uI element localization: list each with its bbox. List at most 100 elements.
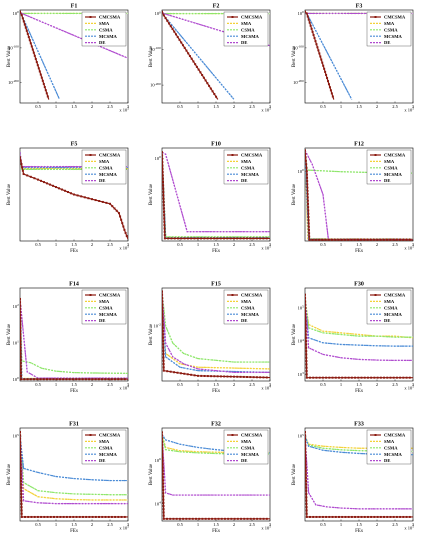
y-tick-label: 10-2 [153,323,161,329]
data-point [337,515,340,518]
data-point [162,463,164,466]
data-point [46,515,49,518]
data-point [22,493,24,496]
data-point [313,169,316,172]
data-point [181,212,183,214]
data-point [58,502,60,505]
data-point [162,466,164,469]
data-point [315,515,318,518]
data-point [223,517,226,520]
data-point [44,89,47,92]
data-point [163,441,165,443]
data-point [311,238,314,241]
y-tick-label: 100 [13,10,20,16]
data-point [232,237,235,240]
data-point [114,515,117,518]
data-point [253,494,255,496]
data-point [79,12,81,15]
data-point [216,231,218,233]
data-point [231,96,233,98]
x-multiplier-label: x 104 [119,385,129,391]
data-point [211,452,214,455]
data-point [214,12,216,15]
data-point [324,47,326,49]
data-point [322,332,324,334]
data-point [265,231,268,233]
data-point [162,460,164,463]
legend-marker [374,16,377,18]
data-point [322,445,324,447]
data-point [217,12,220,15]
data-point [46,71,49,74]
data-point [62,165,65,168]
data-point [162,353,165,356]
data-point [72,165,74,168]
data-point [162,323,164,326]
data-point [179,372,182,375]
data-point [182,367,185,369]
legend-label-cmcsma: CMCSMA [384,293,406,298]
data-point [233,371,235,374]
data-point [183,237,186,240]
data-point [23,338,25,340]
data-point [363,376,366,379]
data-point [170,175,173,177]
data-point [184,236,186,238]
y-tick-label: 104 [155,500,162,506]
data-point [222,231,225,233]
data-point [177,359,179,362]
data-point [66,371,68,373]
data-point [111,205,114,208]
data-point [217,494,219,496]
x-tick-label: 2.5 [249,104,255,109]
data-point [188,12,191,15]
data-point [311,443,313,446]
data-point [52,83,54,86]
legend-marker [231,154,234,156]
data-point [163,220,166,223]
x-tick-label: 2 [376,242,378,247]
data-point [213,237,216,240]
data-point [183,39,186,41]
data-point [318,504,321,507]
data-point [318,328,321,331]
data-point [177,237,180,240]
data-point [218,81,221,83]
legend-label-cmcsma: CMCSMA [241,433,263,438]
data-point [201,517,204,520]
data-point [306,153,308,155]
data-point [45,92,48,95]
legend-label-csma: CSMA [384,27,398,32]
data-point [53,168,55,171]
data-point [163,472,166,475]
data-point [376,335,378,337]
x-multiplier-label: x 105 [261,245,271,251]
data-point [239,361,242,363]
data-point [305,476,307,479]
data-point [340,507,342,509]
data-point [55,498,57,500]
x-multiplier-label: x 105 [404,525,414,531]
chart-title: F1 [71,4,78,10]
data-point [239,231,241,233]
data-point [20,317,22,320]
data-point [330,170,332,172]
data-point [44,473,46,475]
data-point [305,447,307,450]
data-point [331,515,334,518]
data-point [87,493,90,495]
data-point [22,467,25,470]
data-point [121,222,124,225]
data-point [62,30,64,32]
data-point [20,320,22,323]
data-point [249,371,252,374]
data-point [37,471,39,474]
data-point [321,376,324,379]
data-point [336,343,339,345]
series-cmcsma [20,156,128,240]
x-multiplier-label: x 105 [404,245,414,251]
data-point [345,87,347,89]
data-point [166,517,169,520]
